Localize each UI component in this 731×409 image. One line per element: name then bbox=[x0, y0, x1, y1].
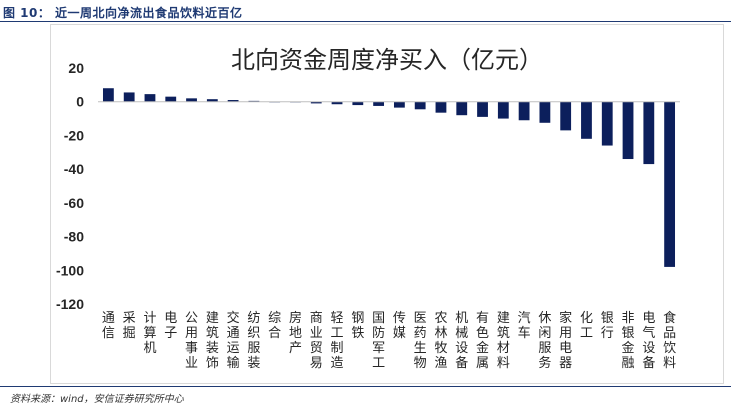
x-tick-label: 公用事业 bbox=[185, 311, 198, 371]
bar-4 bbox=[165, 96, 177, 102]
figure-header: 图 10： 近一周北向净流出食品饮料近百亿 bbox=[0, 0, 731, 22]
x-tick-label: 采掘 bbox=[123, 311, 136, 341]
bar-18 bbox=[456, 101, 468, 116]
bar-11 bbox=[310, 101, 322, 104]
bar-3 bbox=[144, 94, 156, 102]
x-tick-label: 交通运输 bbox=[227, 310, 240, 371]
x-tick-label: 国防军工 bbox=[372, 311, 385, 371]
x-tick-label: 家用电器 bbox=[559, 310, 572, 371]
bar-23 bbox=[560, 101, 572, 131]
y-tick-label: -100 bbox=[56, 262, 84, 278]
bar-6 bbox=[206, 99, 218, 102]
bar-22 bbox=[539, 101, 551, 123]
y-tick-label: -40 bbox=[64, 161, 84, 177]
y-tick-label: 20 bbox=[68, 60, 84, 76]
x-tick-label: 化工 bbox=[580, 311, 593, 341]
y-tick-label: -120 bbox=[56, 296, 84, 312]
x-tick-label: 纺织服装 bbox=[247, 311, 260, 371]
x-tick-label: 轻工制造 bbox=[331, 311, 344, 371]
bar-24 bbox=[581, 101, 592, 139]
bar-17 bbox=[435, 101, 447, 113]
header-rule bbox=[0, 21, 731, 22]
source-note: 资料来源：wind，安信证券研究所中心 bbox=[10, 394, 184, 405]
bar-7 bbox=[227, 100, 239, 102]
x-tick-label: 非银金融 bbox=[622, 311, 635, 371]
bar-5 bbox=[186, 98, 197, 102]
x-tick-label: 钢铁 bbox=[351, 311, 364, 341]
x-tick-label: 通信 bbox=[102, 311, 115, 341]
x-tick-label: 建筑材料 bbox=[497, 311, 510, 371]
bar-1 bbox=[102, 88, 114, 102]
bar-26 bbox=[622, 101, 634, 160]
x-tick-label: 建筑装饰 bbox=[206, 311, 219, 371]
y-tick-label: -60 bbox=[64, 195, 84, 211]
x-tick-label: 传媒 bbox=[393, 311, 406, 341]
bar-19 bbox=[477, 101, 488, 117]
bar-27 bbox=[643, 101, 655, 165]
y-tick-label: 0 bbox=[76, 94, 84, 110]
figure-caption: 图 10： 近一周北向净流出食品饮料近百亿 bbox=[3, 6, 243, 20]
x-tick-label: 银行 bbox=[601, 311, 614, 341]
y-tick-label: -20 bbox=[64, 127, 84, 143]
footer-rule bbox=[0, 386, 731, 387]
bar-12 bbox=[331, 101, 343, 105]
x-tick-label: 电气设备 bbox=[642, 311, 655, 371]
x-tick-label: 房地产 bbox=[289, 310, 302, 356]
bar-2 bbox=[123, 92, 135, 102]
bar-14 bbox=[373, 101, 385, 106]
bar-20 bbox=[497, 101, 509, 119]
x-tick-label: 综合 bbox=[268, 311, 281, 341]
bar-13 bbox=[352, 101, 364, 106]
x-tick-label: 汽车 bbox=[518, 311, 531, 341]
x-tick-label: 食品饮料 bbox=[663, 310, 676, 371]
bar-16 bbox=[414, 101, 426, 110]
x-tick-label: 机械设备 bbox=[455, 311, 468, 371]
x-tick-label: 电子 bbox=[164, 311, 177, 341]
x-tick-label: 农林牧渔 bbox=[434, 311, 447, 371]
chart-frame bbox=[50, 24, 724, 384]
bar-15 bbox=[393, 101, 405, 108]
bar-28 bbox=[664, 101, 676, 267]
chart-title: 北向资金周度净买入（亿元） bbox=[231, 46, 543, 74]
x-tick-label: 商业贸易 bbox=[310, 311, 323, 371]
x-tick-label: 计算机 bbox=[143, 311, 156, 356]
x-tick-label: 休闲服务 bbox=[538, 311, 551, 371]
bar-25 bbox=[601, 101, 613, 146]
x-tick-label: 医药生物 bbox=[414, 311, 427, 371]
y-tick-label: -80 bbox=[64, 229, 84, 245]
bar-21 bbox=[518, 101, 530, 121]
x-tick-label: 有色金属 bbox=[476, 311, 489, 371]
